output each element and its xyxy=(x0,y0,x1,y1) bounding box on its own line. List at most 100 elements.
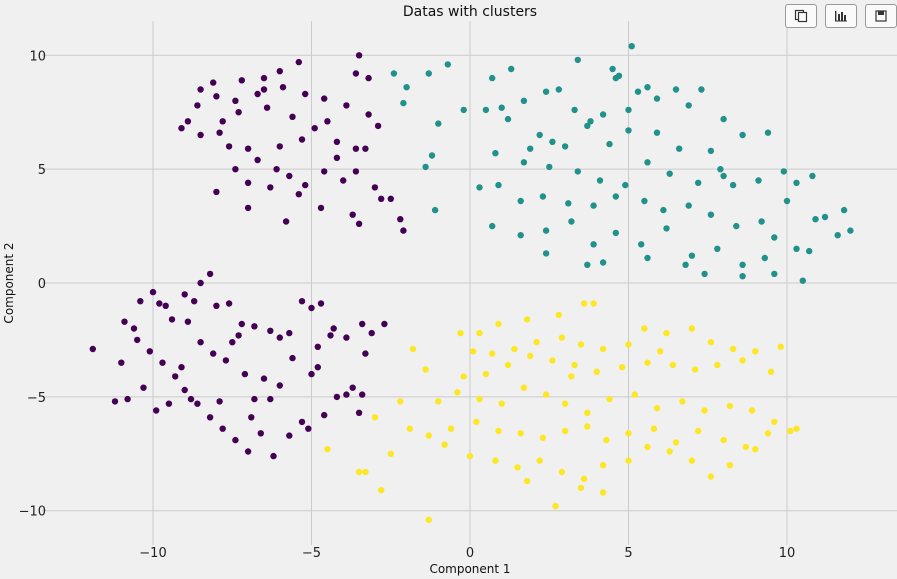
scatter-point-cluster-1 xyxy=(653,95,661,102)
scatter-point-cluster-0 xyxy=(244,204,252,212)
scatter-point-cluster-1 xyxy=(720,172,727,180)
scatter-point-cluster-0 xyxy=(206,270,214,278)
scatter-point-cluster-2 xyxy=(558,334,566,341)
scatter-point-cluster-1 xyxy=(682,261,689,268)
scatter-point-cluster-2 xyxy=(657,348,664,355)
scatter-point-cluster-1 xyxy=(612,193,619,200)
scatter-point-cluster-0 xyxy=(197,339,204,346)
scatter-point-cluster-1 xyxy=(685,202,692,209)
scatter-point-cluster-0 xyxy=(355,409,363,416)
scatter-point-cluster-2 xyxy=(590,300,597,307)
scatter-point-cluster-2 xyxy=(584,409,591,416)
scatter-point-cluster-1 xyxy=(508,65,515,73)
save-button[interactable] xyxy=(865,4,897,28)
scatter-point-cluster-1 xyxy=(625,127,632,134)
scatter-point-cluster-1 xyxy=(638,241,645,248)
scatter-point-cluster-1 xyxy=(644,254,651,262)
scatter-point-cluster-2 xyxy=(542,391,550,398)
scatter-point-cluster-0 xyxy=(184,118,192,125)
scatter-point-cluster-1 xyxy=(729,181,737,189)
scatter-point-cluster-1 xyxy=(425,70,432,77)
scatter-point-cluster-0 xyxy=(210,350,217,357)
copy-button[interactable] xyxy=(785,4,817,28)
scatter-point-cluster-0 xyxy=(260,86,268,93)
scatter-point-cluster-0 xyxy=(343,391,350,398)
scatter-point-cluster-1 xyxy=(653,129,661,136)
scatter-point-cluster-1 xyxy=(565,200,572,207)
x-axis-label: Component 1 xyxy=(429,562,510,576)
scatter-point-cluster-2 xyxy=(362,468,369,476)
chart-button[interactable] xyxy=(825,4,857,28)
scatter-point-cluster-2 xyxy=(561,427,569,435)
scatter-point-cluster-2 xyxy=(561,400,569,407)
scatter-point-cluster-1 xyxy=(634,88,642,95)
scatter-point-cluster-2 xyxy=(767,368,775,375)
scatter-point-cluster-2 xyxy=(460,373,467,380)
scatter-point-cluster-0 xyxy=(213,302,220,309)
scatter-point-cluster-0 xyxy=(387,195,394,202)
scatter-point-cluster-2 xyxy=(691,366,699,373)
scatter-point-cluster-0 xyxy=(321,411,328,419)
scatter-point-cluster-1 xyxy=(590,202,597,209)
scatter-point-cluster-0 xyxy=(355,52,363,59)
scatter-point-cluster-2 xyxy=(558,468,566,476)
scatter-point-cluster-1 xyxy=(672,86,680,93)
scatter-point-cluster-2 xyxy=(726,402,734,410)
scatter-point-cluster-1 xyxy=(612,229,619,237)
scatter-point-cluster-1 xyxy=(428,152,436,159)
scatter-point-cluster-2 xyxy=(666,448,673,455)
scatter-point-cluster-2 xyxy=(511,345,518,353)
scatter-point-cluster-2 xyxy=(599,462,607,469)
scatter-point-cluster-2 xyxy=(603,436,610,444)
scatter-point-cluster-2 xyxy=(523,316,531,323)
scatter-point-cluster-1 xyxy=(527,145,534,152)
scatter-point-cluster-0 xyxy=(134,336,141,344)
scatter-point-cluster-0 xyxy=(302,181,309,189)
scatter-point-cluster-2 xyxy=(435,398,442,405)
scatter-point-cluster-0 xyxy=(374,122,382,130)
scatter-point-cluster-0 xyxy=(149,288,157,296)
scatter-point-cluster-2 xyxy=(787,427,794,435)
scatter-point-cluster-0 xyxy=(181,386,188,394)
scatter-point-cluster-0 xyxy=(140,384,147,391)
scatter-point-cluster-2 xyxy=(729,345,737,353)
scatter-point-cluster-0 xyxy=(289,354,296,362)
scatter-point-cluster-2 xyxy=(387,450,394,457)
scatter-point-cluster-1 xyxy=(431,206,439,214)
scatter-point-cluster-0 xyxy=(219,118,226,125)
scatter-point-cluster-0 xyxy=(333,393,341,401)
scatter-point-cluster-2 xyxy=(441,441,448,448)
scatter-point-cluster-0 xyxy=(178,364,185,371)
scatter-point-cluster-2 xyxy=(625,341,632,348)
scatter-point-cluster-2 xyxy=(695,427,702,435)
scatter-point-cluster-1 xyxy=(568,218,575,225)
scatter-point-cluster-2 xyxy=(447,425,455,432)
scatter-point-cluster-0 xyxy=(378,195,385,202)
y-axis-label: Component 2 xyxy=(2,242,16,323)
scatter-point-cluster-1 xyxy=(517,232,524,239)
x-tick-label: 0 xyxy=(466,546,474,561)
scatter-point-cluster-2 xyxy=(641,325,648,332)
scatter-point-cluster-0 xyxy=(279,84,287,91)
scatter-point-cluster-2 xyxy=(371,414,379,421)
scatter-point-cluster-1 xyxy=(739,131,746,139)
scatter-point-cluster-0 xyxy=(251,323,258,330)
scatter-point-cluster-0 xyxy=(260,74,268,82)
scatter-point-cluster-2 xyxy=(520,384,528,391)
scatter-point-cluster-0 xyxy=(168,316,176,323)
scatter-point-cluster-0 xyxy=(118,359,125,366)
scatter-point-cluster-0 xyxy=(276,68,283,75)
scatter-point-cluster-0 xyxy=(181,291,188,298)
scatter-point-cluster-1 xyxy=(574,168,581,175)
scatter-point-cluster-2 xyxy=(752,446,759,453)
scatter-point-cluster-2 xyxy=(707,473,715,480)
scatter-point-cluster-1 xyxy=(476,184,483,191)
scatter-point-cluster-2 xyxy=(584,423,591,430)
scatter-point-cluster-1 xyxy=(707,211,715,218)
scatter-point-cluster-0 xyxy=(194,400,201,407)
scatter-point-cluster-1 xyxy=(739,273,746,280)
scatter-point-cluster-1 xyxy=(698,86,705,93)
scatter-point-cluster-1 xyxy=(793,179,800,186)
bar-chart-icon xyxy=(835,11,847,22)
scatter-point-cluster-2 xyxy=(473,418,480,426)
